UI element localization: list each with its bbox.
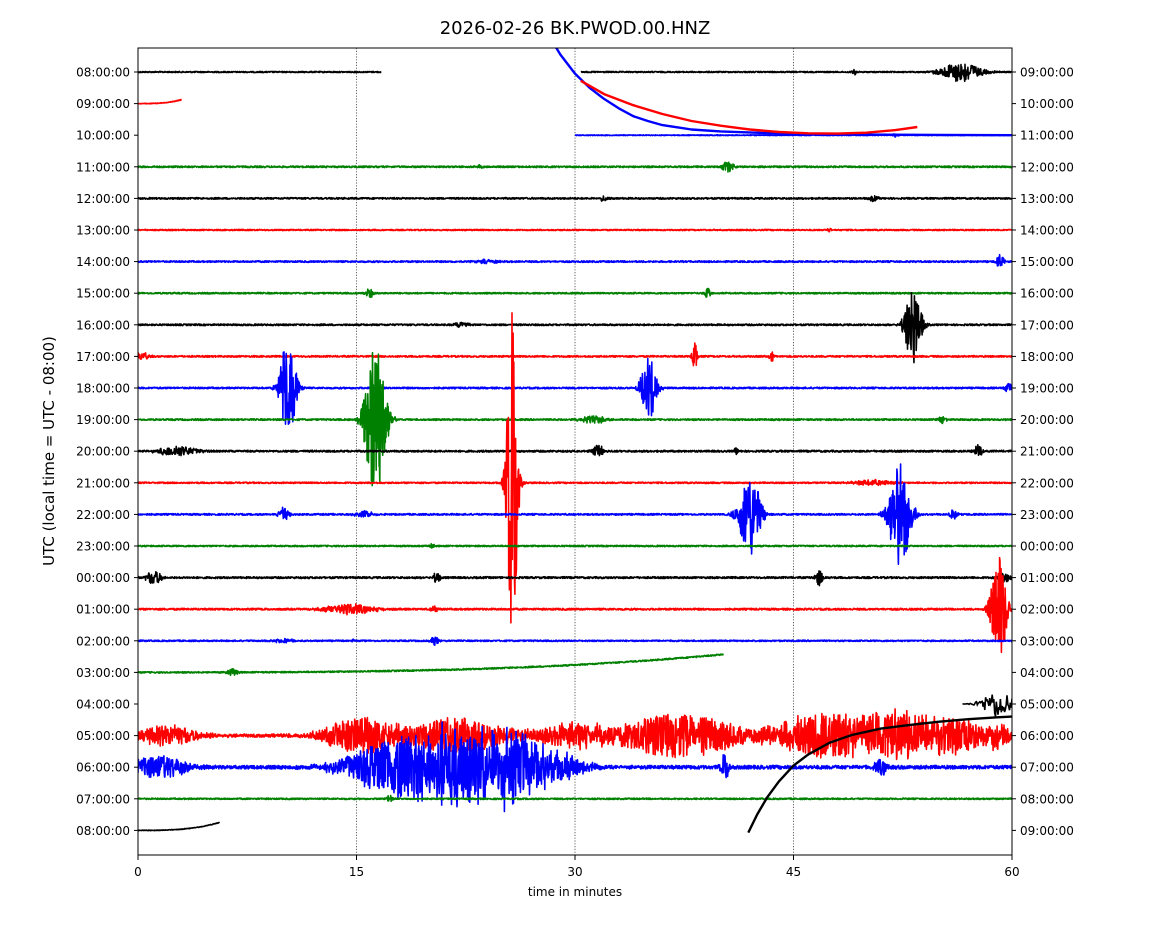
trace-row-02:00:00 <box>138 636 1012 646</box>
left-tick-label: 23:00:00 <box>76 540 130 554</box>
right-tick-label: 17:00:00 <box>1020 318 1074 332</box>
traces <box>138 48 1012 834</box>
trace-row-05:00:00 <box>138 708 1012 761</box>
left-tick-label: 02:00:00 <box>76 634 130 648</box>
left-tick-label: 18:00:00 <box>76 382 130 396</box>
right-tick-label: 08:00:00 <box>1020 792 1074 806</box>
trace-row-03:00:00 <box>138 653 724 677</box>
left-axis-labels: 08:00:00 09:00:00 10:00:00 11:00:00 12:00:00… <box>76 66 138 838</box>
left-tick-label: 09:00:00 <box>76 97 130 111</box>
right-tick-label: 09:00:00 <box>1020 66 1074 80</box>
right-tick-label: 01:00:00 <box>1020 571 1074 585</box>
x-tick-label: 15 <box>349 865 364 879</box>
y-axis-label: UTC (local time = UTC - 08:00) <box>40 336 58 566</box>
right-tick-label: 20:00:00 <box>1020 413 1074 427</box>
left-tick-label: 04:00:00 <box>76 698 130 712</box>
left-tick-label: 08:00:00 <box>76 66 130 80</box>
trace-row-08:00:00 <box>138 821 221 832</box>
right-tick-label: 13:00:00 <box>1020 192 1074 206</box>
right-tick-label: 23:00:00 <box>1020 508 1074 522</box>
drift-curve-2 <box>747 715 1012 834</box>
x-axis-label: time in minutes <box>528 885 622 899</box>
right-tick-label: 00:00:00 <box>1020 540 1074 554</box>
x-tick-label: 0 <box>134 865 142 879</box>
x-tick-label: 60 <box>1004 865 1019 879</box>
trace-row-15:00:00 <box>138 287 1012 299</box>
trace-row-13:00:00 <box>138 227 1012 233</box>
right-tick-label: 18:00:00 <box>1020 350 1074 364</box>
left-tick-label: 17:00:00 <box>76 350 130 364</box>
left-tick-label: 22:00:00 <box>76 508 130 522</box>
x-tick-label: 30 <box>567 865 582 879</box>
right-axis-labels: 09:00:00 10:00:00 11:00:00 12:00:00 13:00:00… <box>1012 66 1074 838</box>
trace-row-07:00:00 <box>138 794 1012 803</box>
right-tick-label: 16:00:00 <box>1020 287 1074 301</box>
left-tick-label: 07:00:00 <box>76 792 130 806</box>
trace-row-22:00:00 <box>138 463 1012 565</box>
trace-row-08:00:00 <box>580 63 1012 83</box>
right-tick-label: 12:00:00 <box>1020 160 1074 174</box>
right-tick-label: 06:00:00 <box>1020 729 1074 743</box>
left-tick-label: 12:00:00 <box>76 192 130 206</box>
chart-title: 2026-02-26 BK.PWOD.00.HNZ <box>440 18 711 39</box>
trace-row-16:00:00 <box>138 292 1012 364</box>
right-tick-label: 19:00:00 <box>1020 382 1074 396</box>
left-tick-label: 05:00:00 <box>76 729 130 743</box>
right-tick-label: 21:00:00 <box>1020 445 1074 459</box>
left-tick-label: 15:00:00 <box>76 287 130 301</box>
right-tick-label: 03:00:00 <box>1020 634 1074 648</box>
left-tick-label: 00:00:00 <box>76 571 130 585</box>
right-tick-label: 05:00:00 <box>1020 698 1074 712</box>
x-axis-ticks: 0 15 30 45 60 <box>134 855 1020 879</box>
trace-burst-04:00:00 <box>962 694 1012 717</box>
left-tick-label: 08:00:00 <box>76 824 130 838</box>
left-tick-label: 03:00:00 <box>76 666 130 680</box>
left-tick-label: 13:00:00 <box>76 224 130 238</box>
trace-row-18:00:00 <box>138 351 1012 425</box>
left-tick-label: 06:00:00 <box>76 761 130 775</box>
trace-row-11:00:00 <box>138 161 1012 173</box>
right-tick-label: 10:00:00 <box>1020 97 1074 111</box>
right-tick-label: 22:00:00 <box>1020 476 1074 490</box>
left-tick-label: 21:00:00 <box>76 476 130 490</box>
trace-row-01:00:00 <box>138 556 1012 654</box>
right-tick-label: 02:00:00 <box>1020 603 1074 617</box>
left-tick-label: 20:00:00 <box>76 445 130 459</box>
x-tick-label: 45 <box>786 865 801 879</box>
trace-row-08:00:00 <box>138 70 382 74</box>
left-tick-label: 19:00:00 <box>76 413 130 427</box>
right-tick-label: 04:00:00 <box>1020 666 1074 680</box>
trace-row-06:00:00 <box>138 721 1012 813</box>
right-tick-label: 11:00:00 <box>1020 129 1074 143</box>
right-tick-label: 07:00:00 <box>1020 761 1074 775</box>
left-tick-label: 01:00:00 <box>76 603 130 617</box>
left-tick-label: 11:00:00 <box>76 160 130 174</box>
trace-row-20:00:00 <box>138 444 1012 457</box>
right-tick-label: 15:00:00 <box>1020 255 1074 269</box>
right-tick-label: 14:00:00 <box>1020 224 1074 238</box>
trace-row-12:00:00 <box>138 195 1012 203</box>
right-tick-label: 09:00:00 <box>1020 824 1074 838</box>
trace-row-00:00:00 <box>138 570 1012 587</box>
trace-row-09:00:00 <box>138 98 183 105</box>
trace-row-19:00:00 <box>138 351 1012 487</box>
left-tick-label: 14:00:00 <box>76 255 130 269</box>
left-tick-label: 10:00:00 <box>76 129 130 143</box>
trace-row-14:00:00 <box>138 253 1012 267</box>
trace-row-21:00:00 <box>138 312 1012 624</box>
left-tick-label: 16:00:00 <box>76 318 130 332</box>
drift-curve-1 <box>580 79 918 135</box>
trace-row-23:00:00 <box>138 543 1012 549</box>
